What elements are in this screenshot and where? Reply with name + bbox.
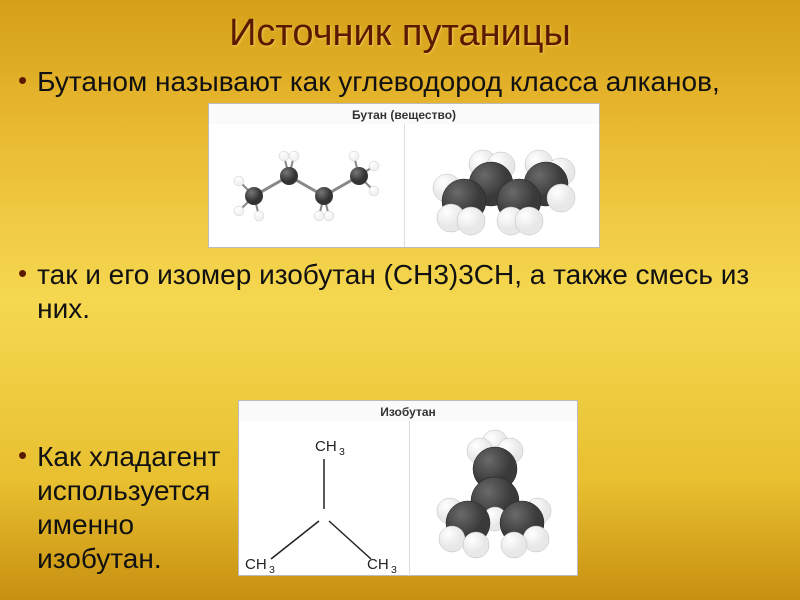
butane-ballstick-svg (214, 126, 399, 246)
isobutane-figure: Изобутан CH3CH3CH3 (238, 400, 578, 576)
bullet-dot: • (18, 258, 27, 289)
isobutane-caption: Изобутан (239, 401, 577, 421)
svg-text:3: 3 (339, 446, 345, 458)
butane-body (209, 124, 599, 247)
bullet-2-text: так и его изомер изобутан (CH3)3CH, а та… (37, 258, 788, 326)
isobutane-skeletal: CH3CH3CH3 (239, 421, 410, 576)
svg-text:CH: CH (315, 438, 337, 455)
svg-text:3: 3 (391, 564, 397, 576)
bullet-dot: • (18, 440, 27, 471)
bullet-1-row: • Бутаном называют как углеводород класс… (0, 65, 800, 99)
slide: Источник путаницы • Бутаном называют как… (0, 0, 800, 600)
isobutane-body: CH3CH3CH3 (239, 421, 577, 576)
bullet-1-text: Бутаном называют как углеводород класса … (37, 65, 788, 99)
isobutane-skeletal-svg: CH3CH3CH3 (239, 421, 409, 576)
isobutane-spacefill (410, 421, 580, 576)
bullet-dot: • (18, 65, 27, 96)
butane-caption: Бутан (вещество) (209, 104, 599, 124)
butane-ballstick (209, 124, 405, 247)
isobutane-spacefill-svg (410, 421, 580, 576)
svg-text:CH: CH (245, 556, 267, 573)
butane-figure-row: Бутан (вещество) (0, 105, 800, 248)
butane-figure: Бутан (вещество) (208, 103, 600, 248)
butane-spacefill-svg (409, 126, 594, 246)
svg-text:CH: CH (367, 556, 389, 573)
bullet-2-row: • так и его изомер изобутан (CH3)3CH, а … (0, 258, 800, 326)
svg-text:3: 3 (269, 564, 275, 576)
bullet-3-text: Как хладагент используется именно изобут… (37, 440, 228, 577)
butane-spacefill (405, 124, 600, 247)
bullet-3-row: • Как хладагент используется именно изоб… (0, 440, 240, 577)
slide-title: Источник путаницы (0, 0, 800, 65)
